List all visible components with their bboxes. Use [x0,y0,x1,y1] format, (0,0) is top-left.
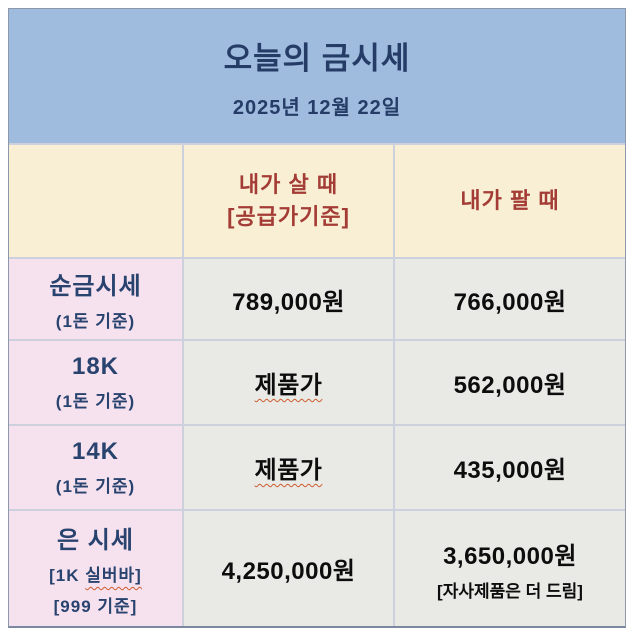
col-header-buy-line1: 내가 살 때 [238,172,339,198]
sell-value-18k: 562,000원 [393,339,625,424]
col-header-sell-label: 내가 팔 때 [460,188,560,214]
buy-value: 4,250,000원 [221,558,356,585]
col-header-sell: 내가 팔 때 [393,143,625,257]
buy-value-puregold: 789,000원 [182,257,393,339]
col-header-buy: 내가 살 때 [공급가기준] [182,143,393,257]
col-header-empty [9,143,182,257]
sell-value-silver: 3,650,000원 [자사제품은 더 드림] [393,509,625,626]
row-name: 은 시세 [57,527,134,554]
buy-value: 789,000원 [232,288,345,316]
gold-price-table: 오늘의 금시세 2025년 12월 22일 내가 살 때 [공급가기준] 내가 … [8,8,626,628]
buy-value-18k: 제품가 [182,339,393,424]
row-label-puregold: 순금시세 (1돈 기준) [9,257,182,339]
sell-value-14k: 435,000원 [393,424,625,509]
row-sublabel: (1돈 기준) [55,477,136,496]
row-sublabel: (1돈 기준) [55,312,136,331]
row-sublabel: [1K 실버바] [49,561,142,586]
row-label-18k: 18K (1돈 기준) [9,339,182,424]
col-header-buy-line2: [공급가기준] [227,204,350,229]
row-name: 18K [71,353,120,380]
row-name: 14K [71,438,120,465]
row-label-silver: 은 시세 [1K 실버바] [999 기준] [9,509,182,626]
row-sublabel2: [999 기준] [53,597,138,616]
row-sublabel: (1돈 기준) [55,392,136,411]
sell-value: 435,000원 [453,457,567,484]
buy-value-silver: 4,250,000원 [182,509,393,626]
buy-value: 제품가 [254,457,323,484]
sell-value-puregold: 766,000원 [393,257,625,339]
row-sublabel-part: 실버바] [85,566,142,585]
row-label-14k: 14K (1돈 기준) [9,424,182,509]
date-label: 2025년 12월 22일 [232,96,402,119]
table-header: 오늘의 금시세 2025년 12월 22일 [9,9,625,143]
sell-note: [자사제품은 더 드림] [437,581,583,601]
row-name: 순금시세 [49,273,142,300]
buy-value: 제품가 [254,372,323,399]
sell-value: 766,000원 [453,288,567,316]
buy-value-14k: 제품가 [182,424,393,509]
sell-value: 3,650,000원 [443,542,577,570]
sell-value: 562,000원 [453,372,567,399]
page-title: 오늘의 금시세 [223,40,411,76]
row-sublabel-part: [1K [49,566,86,585]
